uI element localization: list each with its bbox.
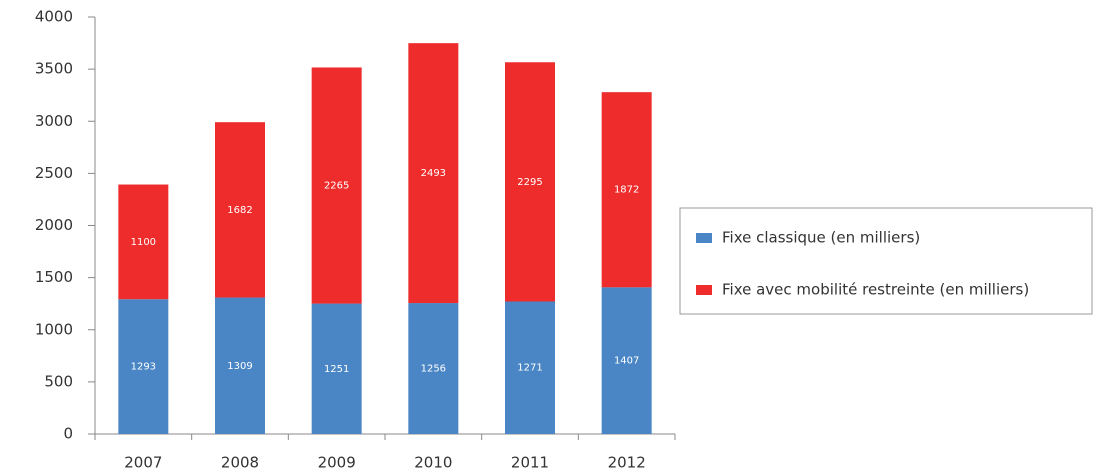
y-tick-label: 4000 [35, 8, 73, 26]
y-tick-label: 0 [63, 425, 73, 443]
value-label: 2265 [324, 181, 349, 192]
legend-label: Fixe avec mobilité restreinte (en millie… [722, 281, 1029, 299]
bar-segment [311, 67, 362, 304]
bar-segment [408, 43, 459, 304]
value-label: 2493 [421, 168, 446, 179]
x-tick-label: 2007 [124, 454, 162, 472]
x-tick-label: 2010 [414, 454, 452, 472]
y-tick-label: 2000 [35, 216, 73, 234]
value-label: 1872 [614, 185, 639, 196]
bar-segment [505, 301, 555, 434]
legend-label: Fixe classique (en milliers) [722, 229, 920, 247]
legend-box [679, 207, 1093, 315]
y-tick-label: 2500 [35, 164, 73, 182]
bar-segment [601, 92, 652, 288]
legend-swatch [696, 285, 712, 295]
y-tick-label: 500 [44, 372, 73, 390]
y-tick-label: 1000 [35, 320, 73, 338]
value-label: 1293 [131, 362, 156, 373]
bar-segment [118, 184, 169, 300]
value-label: 1682 [227, 205, 252, 216]
value-label: 2295 [517, 177, 542, 188]
value-label: 1100 [131, 237, 156, 248]
value-label: 1309 [227, 361, 252, 372]
value-label: 1256 [421, 364, 446, 375]
bar-segment [311, 303, 362, 434]
bar-segment [601, 287, 652, 434]
y-tick-label: 3000 [35, 112, 73, 130]
x-tick-label: 2009 [318, 454, 356, 472]
value-label: 1251 [324, 364, 349, 375]
x-tick-label: 2012 [608, 454, 646, 472]
y-tick-label: 1500 [35, 268, 73, 286]
bar-segment [505, 62, 555, 302]
y-tick-label: 3500 [35, 60, 73, 78]
bar-segment [215, 297, 265, 434]
bar-segment [118, 299, 169, 434]
x-tick-label: 2008 [221, 454, 259, 472]
bar-segment [215, 122, 265, 298]
bar-segment [408, 303, 459, 434]
value-label: 1407 [614, 356, 639, 367]
x-tick-label: 2011 [511, 454, 549, 472]
legend-swatch [696, 233, 712, 243]
value-label: 1271 [517, 363, 542, 374]
